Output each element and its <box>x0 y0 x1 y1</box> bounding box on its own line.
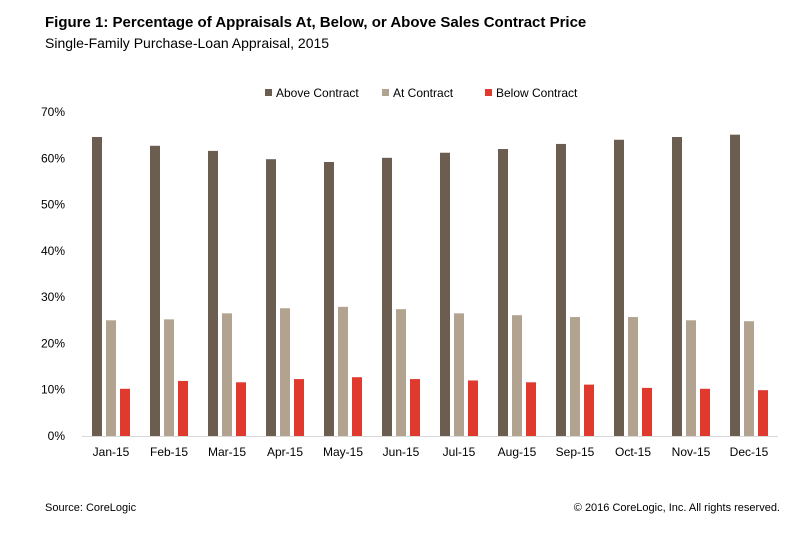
bar-at-contract-jul-15 <box>454 313 464 436</box>
bar-at-contract-apr-15 <box>280 308 290 436</box>
bar-below-contract-oct-15 <box>642 387 652 436</box>
chart-title: Figure 1: Percentage of Appraisals At, B… <box>45 14 587 31</box>
bar-above-contract-jan-15 <box>92 136 102 436</box>
chart-subtitle: Single-Family Purchase-Loan Appraisal, 2… <box>45 35 330 51</box>
x-tick-label: Jul-15 <box>443 445 476 459</box>
y-tick-label: 0% <box>48 429 66 443</box>
bar-below-contract-aug-15 <box>526 382 536 436</box>
bar-at-contract-jun-15 <box>396 309 406 436</box>
x-tick-label: Jan-15 <box>93 445 130 459</box>
bars <box>92 134 768 437</box>
bar-at-contract-feb-15 <box>164 319 174 436</box>
x-tick-label: Apr-15 <box>267 445 303 459</box>
x-tick-label: Mar-15 <box>208 445 246 459</box>
y-tick-label: 20% <box>41 336 65 350</box>
bar-above-contract-mar-15 <box>208 150 218 436</box>
copyright-note: © 2016 CoreLogic, Inc. All rights reserv… <box>573 502 780 514</box>
legend-label: At Contract <box>393 86 454 100</box>
bar-above-contract-oct-15 <box>614 139 624 436</box>
legend-label: Above Contract <box>276 86 359 100</box>
bar-at-contract-dec-15 <box>744 321 754 436</box>
bar-at-contract-sep-15 <box>570 317 580 436</box>
y-axis: 0% 10% 20% 30% 40% 50% 60% 70% <box>41 105 65 443</box>
x-tick-label: Nov-15 <box>672 445 711 459</box>
bar-below-contract-jul-15 <box>468 380 478 436</box>
bar-above-contract-sep-15 <box>556 143 566 437</box>
x-tick-label: May-15 <box>323 445 363 459</box>
y-tick-label: 40% <box>41 244 65 258</box>
bar-below-contract-mar-15 <box>236 382 246 436</box>
x-tick-label: Aug-15 <box>498 445 537 459</box>
bar-above-contract-jun-15 <box>382 157 392 436</box>
bar-above-contract-nov-15 <box>672 136 682 436</box>
x-tick-label: Sep-15 <box>556 445 595 459</box>
x-tick-label: Jun-15 <box>383 445 420 459</box>
legend-swatch <box>265 89 272 96</box>
bar-below-contract-jun-15 <box>410 379 420 436</box>
bar-above-contract-apr-15 <box>266 159 276 436</box>
x-tick-label: Feb-15 <box>150 445 188 459</box>
bar-below-contract-sep-15 <box>584 384 594 436</box>
bar-below-contract-nov-15 <box>700 388 710 436</box>
bar-below-contract-dec-15 <box>758 390 768 436</box>
legend-swatch <box>382 89 389 96</box>
bar-below-contract-apr-15 <box>294 379 304 436</box>
bar-above-contract-jul-15 <box>440 152 450 436</box>
bar-above-contract-feb-15 <box>150 145 160 436</box>
y-tick-label: 30% <box>41 290 65 304</box>
y-tick-label: 60% <box>41 151 65 165</box>
bar-below-contract-may-15 <box>352 377 362 436</box>
bar-above-contract-aug-15 <box>498 149 508 436</box>
legend-label: Below Contract <box>496 86 578 100</box>
y-tick-label: 10% <box>41 383 65 397</box>
bar-below-contract-jan-15 <box>120 388 130 436</box>
bar-below-contract-feb-15 <box>178 380 188 436</box>
x-axis: Jan-15 Feb-15 Mar-15 Apr-15 May-15 Jun-15 Jul-… <box>82 436 778 459</box>
bar-at-contract-aug-15 <box>512 315 522 436</box>
legend-swatch <box>485 89 492 96</box>
bar-at-contract-oct-15 <box>628 317 638 436</box>
bar-above-contract-may-15 <box>324 161 334 436</box>
bar-at-contract-may-15 <box>338 306 348 436</box>
x-tick-label: Dec-15 <box>730 445 769 459</box>
source-note: Source: CoreLogic <box>45 502 137 514</box>
bar-above-contract-dec-15 <box>730 134 740 436</box>
y-tick-label: 50% <box>41 198 65 212</box>
legend: Above Contract At Contract Below Contract <box>265 86 578 100</box>
bar-at-contract-nov-15 <box>686 320 696 436</box>
x-tick-label: Oct-15 <box>615 445 651 459</box>
y-tick-label: 70% <box>41 105 65 119</box>
bar-at-contract-jan-15 <box>106 320 116 436</box>
bar-at-contract-mar-15 <box>222 313 232 436</box>
